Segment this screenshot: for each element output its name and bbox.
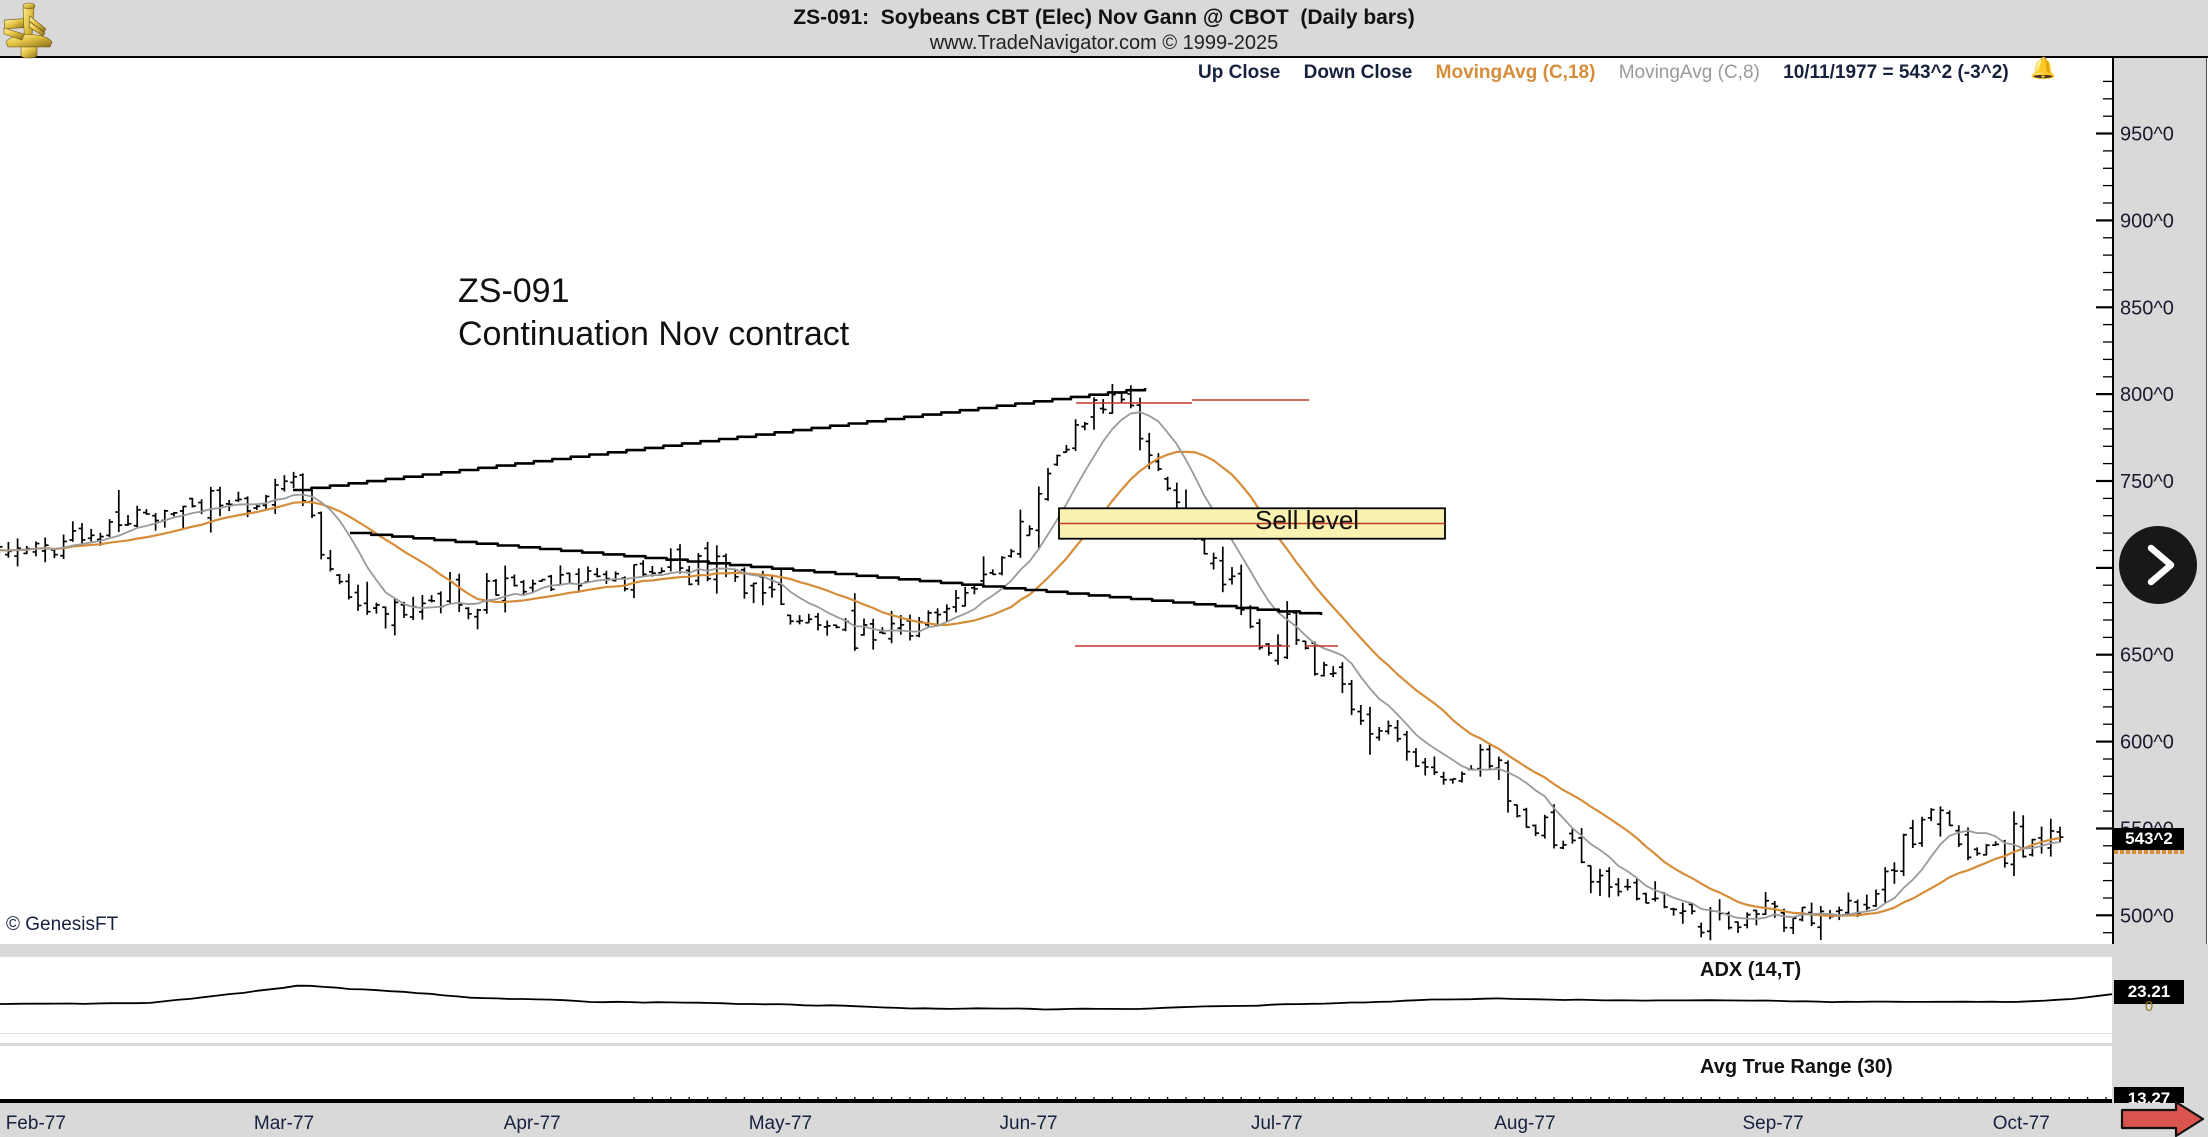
svg-text:900^0: 900^0	[2120, 210, 2174, 232]
svg-text:600^0: 600^0	[2120, 732, 2174, 754]
svg-text:950^0: 950^0	[2120, 124, 2174, 146]
svg-text:750^0: 750^0	[2120, 471, 2174, 493]
svg-text:650^0: 650^0	[2120, 645, 2174, 667]
svg-text:800^0: 800^0	[2120, 384, 2174, 406]
svg-text:850^0: 850^0	[2120, 297, 2174, 319]
svg-text:500^0: 500^0	[2120, 905, 2174, 927]
